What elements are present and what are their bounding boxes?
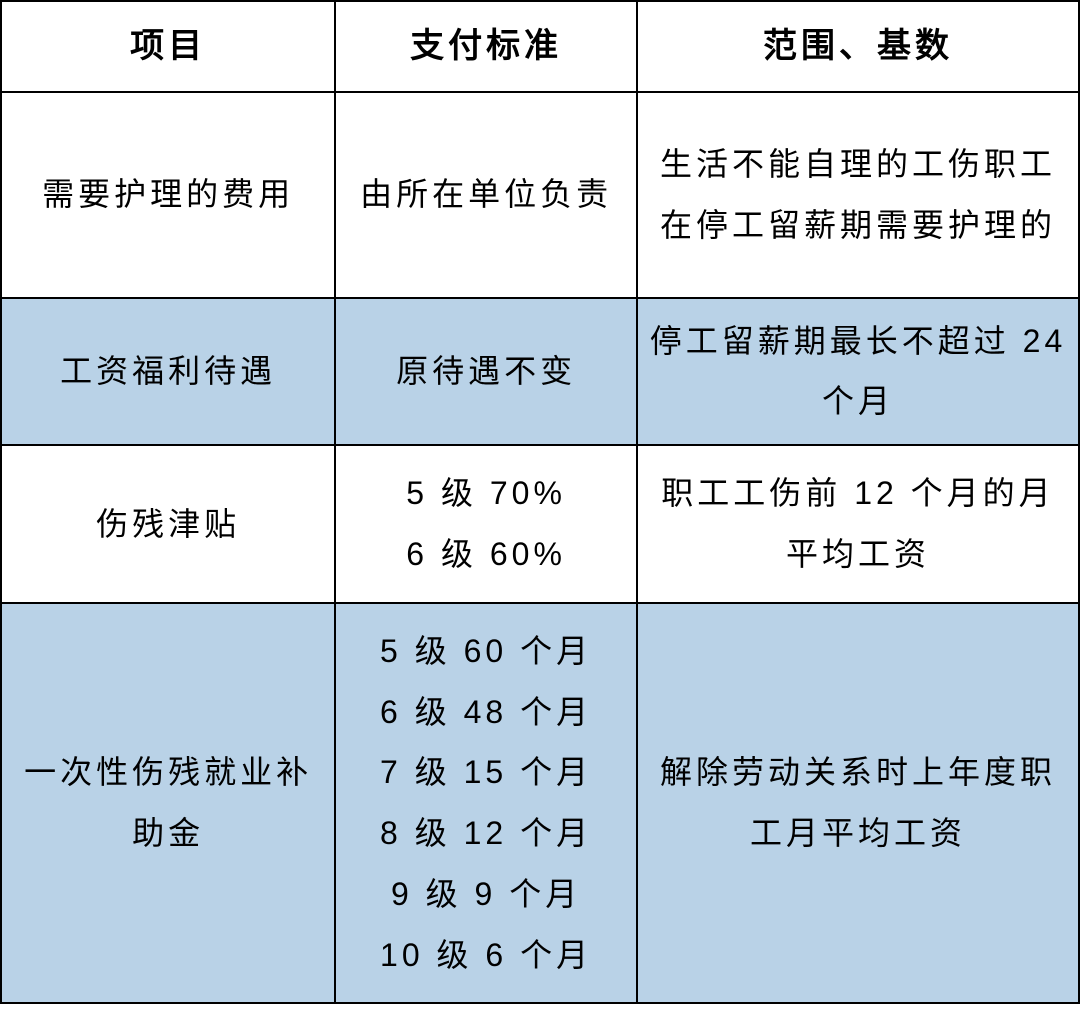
cell-item: 需要护理的费用	[1, 92, 335, 298]
header-standard: 支付标准	[335, 1, 637, 92]
table-body: 需要护理的费用 由所在单位负责 生活不能自理的工伤职工在停工留薪期需要护理的 工…	[1, 92, 1079, 1004]
cell-item: 一次性伤残就业补助金	[1, 603, 335, 1003]
table-row: 工资福利待遇 原待遇不变 停工留薪期最长不超过 24 个月	[1, 298, 1079, 446]
table-row: 一次性伤残就业补助金 5 级 60 个月 6 级 48 个月 7 级 15 个月…	[1, 603, 1079, 1003]
cell-scope: 生活不能自理的工伤职工在停工留薪期需要护理的	[637, 92, 1079, 298]
table-row: 伤残津贴 5 级 70% 6 级 60% 职工工伤前 12 个月的月平均工资	[1, 445, 1079, 603]
header-item: 项目	[1, 1, 335, 92]
cell-standard: 由所在单位负责	[335, 92, 637, 298]
cell-item: 工资福利待遇	[1, 298, 335, 446]
cell-scope: 解除劳动关系时上年度职工月平均工资	[637, 603, 1079, 1003]
cell-standard: 原待遇不变	[335, 298, 637, 446]
cell-scope: 停工留薪期最长不超过 24 个月	[637, 298, 1079, 446]
cell-standard: 5 级 70% 6 级 60%	[335, 445, 637, 603]
cell-item: 伤残津贴	[1, 445, 335, 603]
cell-standard: 5 级 60 个月 6 级 48 个月 7 级 15 个月 8 级 12 个月 …	[335, 603, 637, 1003]
header-row: 项目 支付标准 范围、基数	[1, 1, 1079, 92]
table-row: 需要护理的费用 由所在单位负责 生活不能自理的工伤职工在停工留薪期需要护理的	[1, 92, 1079, 298]
header-scope: 范围、基数	[637, 1, 1079, 92]
info-table: 项目 支付标准 范围、基数 需要护理的费用 由所在单位负责 生活不能自理的工伤职…	[0, 0, 1080, 1004]
cell-scope: 职工工伤前 12 个月的月平均工资	[637, 445, 1079, 603]
